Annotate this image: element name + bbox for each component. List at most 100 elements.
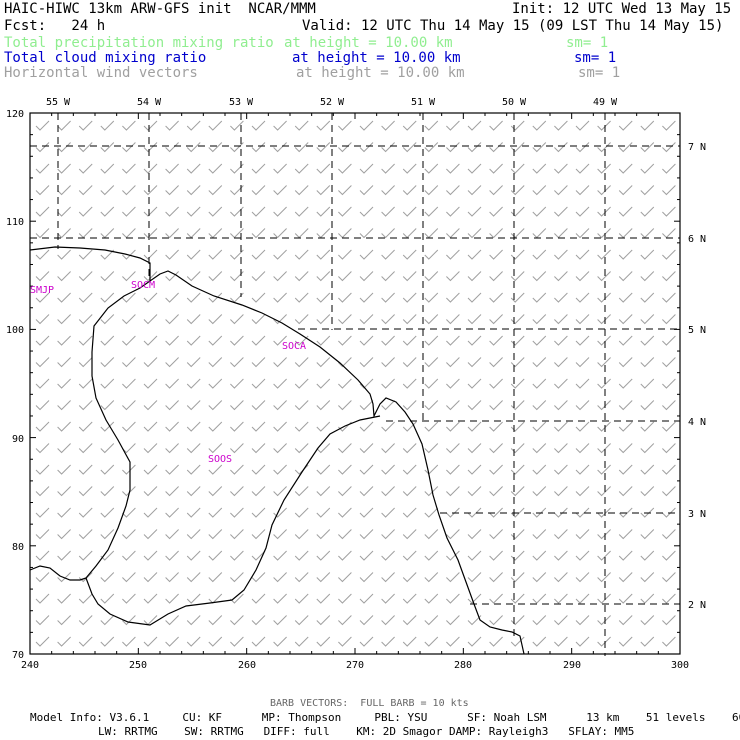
wind-barb <box>640 636 655 647</box>
wind-barb <box>294 335 309 346</box>
wind-barb <box>186 486 201 497</box>
wind-barb <box>381 378 395 389</box>
wind-barb <box>402 206 417 217</box>
wind-barb <box>338 593 352 604</box>
wind-barb <box>208 378 223 389</box>
wind-barb <box>273 464 287 475</box>
wind-barb <box>467 271 482 282</box>
wind-barb <box>446 271 460 282</box>
wind-barb <box>532 464 547 475</box>
wind-barb <box>446 636 460 647</box>
wind-barb <box>338 550 352 561</box>
wind-barb <box>554 378 568 389</box>
wind-barb <box>402 142 417 153</box>
wind-barb <box>597 292 611 303</box>
wind-barb <box>554 206 568 217</box>
wind-barb <box>294 357 309 368</box>
station-soca: SOCA <box>282 341 306 352</box>
wind-barb <box>35 572 50 583</box>
wind-barb <box>618 357 633 368</box>
y-tick-label: 120 <box>6 109 24 120</box>
wind-barb <box>230 120 244 131</box>
wind-barb <box>640 550 655 561</box>
wind-barb <box>78 593 93 604</box>
wind-barb <box>57 464 71 475</box>
wind-barb <box>402 615 417 626</box>
wind-barb <box>359 400 374 411</box>
lat-label: 7 N <box>688 142 706 153</box>
wind-barb <box>316 292 331 303</box>
wind-barb <box>446 142 460 153</box>
wind-barb <box>554 443 568 454</box>
wind-barb <box>402 636 417 647</box>
wind-barb <box>35 249 50 260</box>
wind-barb <box>510 271 525 282</box>
wind-barb <box>251 142 266 153</box>
wind-barb <box>381 550 395 561</box>
wind-barb <box>618 335 633 346</box>
wind-barb <box>381 206 395 217</box>
wind-barb <box>273 421 287 432</box>
wind-barb <box>510 464 525 475</box>
wind-barb <box>165 421 179 432</box>
wind-barb <box>273 185 287 196</box>
wind-barb <box>532 486 547 497</box>
wind-barb <box>122 593 136 604</box>
wind-barb <box>122 636 136 647</box>
coast-main <box>29 246 525 655</box>
wind-barb <box>251 120 266 131</box>
wind-barb <box>100 507 115 518</box>
wind-barb <box>662 120 676 131</box>
station-smjp: SMJP <box>30 285 54 296</box>
wind-barb <box>662 572 676 583</box>
wind-barb <box>359 142 374 153</box>
wind-barb <box>316 443 331 454</box>
wind-barb <box>208 421 223 432</box>
wind-barb <box>575 421 590 432</box>
lat-label: 4 N <box>688 417 706 428</box>
wind-barb <box>662 443 676 454</box>
wind-barb <box>489 249 503 260</box>
wind-barb <box>424 206 439 217</box>
wind-barb <box>35 507 50 518</box>
field-precip-level: at height = 10.00 km <box>284 35 453 51</box>
wind-barb <box>662 400 676 411</box>
wind-barb <box>597 335 611 346</box>
wind-barb <box>230 163 244 174</box>
wind-barb <box>57 249 71 260</box>
wind-barb <box>640 593 655 604</box>
wind-barb <box>618 142 633 153</box>
wind-barb <box>122 249 136 260</box>
wind-barb <box>575 314 590 325</box>
wind-barb <box>143 228 158 239</box>
wind-barb <box>489 443 503 454</box>
wind-barb <box>273 228 287 239</box>
wind-barb <box>402 464 417 475</box>
station-soos: SOOS <box>208 454 232 465</box>
wind-barb <box>381 357 395 368</box>
wind-barb <box>618 615 633 626</box>
wind-barb <box>230 615 244 626</box>
wind-barb <box>510 335 525 346</box>
wind-barb <box>510 314 525 325</box>
wind-barb <box>597 314 611 325</box>
wind-barb <box>35 357 50 368</box>
wind-barb <box>489 572 503 583</box>
wind-barb <box>489 400 503 411</box>
wind-barb <box>186 572 201 583</box>
wind-barb <box>143 400 158 411</box>
wind-barb <box>554 292 568 303</box>
wind-barb <box>78 529 93 540</box>
wind-barb <box>35 292 50 303</box>
wind-barb <box>230 550 244 561</box>
wind-barb <box>662 529 676 540</box>
wind-barb <box>316 421 331 432</box>
model-title: HAIC-HIWC 13km ARW-GFS init NCAR/MMM <box>4 1 316 17</box>
field-cloud-smooth: sm= 1 <box>574 50 617 66</box>
wind-barb <box>35 228 50 239</box>
wind-barb <box>618 228 633 239</box>
wind-barb <box>230 636 244 647</box>
wind-barb <box>575 529 590 540</box>
wind-barb <box>381 249 395 260</box>
wind-barb <box>359 507 374 518</box>
